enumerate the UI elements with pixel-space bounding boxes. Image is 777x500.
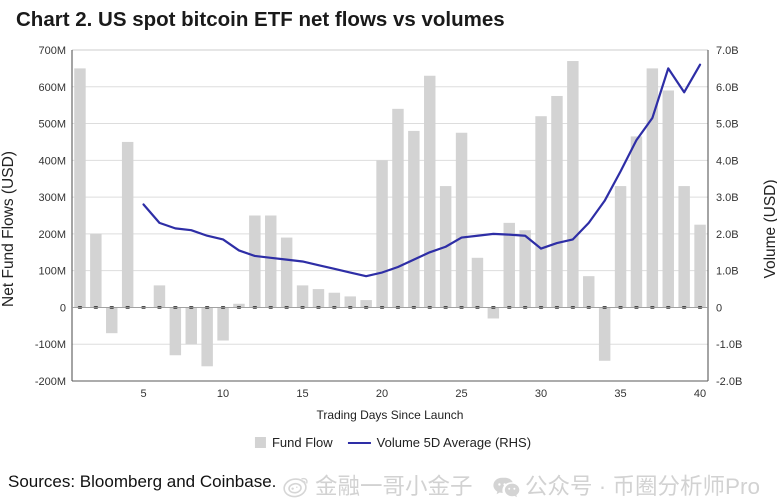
svg-text:3.0B: 3.0B <box>716 192 739 204</box>
svg-text:6.0B: 6.0B <box>716 82 739 94</box>
svg-text:700M: 700M <box>38 45 66 57</box>
svg-text:15: 15 <box>296 388 308 400</box>
svg-text:35: 35 <box>614 388 626 400</box>
svg-text:1.0B: 1.0B <box>716 266 739 278</box>
svg-text:7.0B: 7.0B <box>716 45 739 57</box>
svg-text:400M: 400M <box>38 155 66 167</box>
svg-text:40: 40 <box>694 388 706 400</box>
svg-text:0: 0 <box>716 302 722 314</box>
svg-text:-100M: -100M <box>35 339 66 351</box>
svg-text:5.0B: 5.0B <box>716 119 739 131</box>
svg-text:600M: 600M <box>38 82 66 94</box>
svg-text:200M: 200M <box>38 229 66 241</box>
svg-text:500M: 500M <box>38 119 66 131</box>
svg-text:10: 10 <box>217 388 229 400</box>
svg-text:-1.0B: -1.0B <box>716 339 742 351</box>
svg-text:30: 30 <box>535 388 547 400</box>
svg-text:25: 25 <box>455 388 467 400</box>
svg-text:2.0B: 2.0B <box>716 229 739 241</box>
svg-text:-2.0B: -2.0B <box>716 376 742 388</box>
svg-text:20: 20 <box>376 388 388 400</box>
svg-text:300M: 300M <box>38 192 66 204</box>
svg-text:-200M: -200M <box>35 376 66 388</box>
svg-text:5: 5 <box>140 388 146 400</box>
svg-text:4.0B: 4.0B <box>716 155 739 167</box>
svg-text:100M: 100M <box>38 266 66 278</box>
svg-text:0: 0 <box>60 302 66 314</box>
